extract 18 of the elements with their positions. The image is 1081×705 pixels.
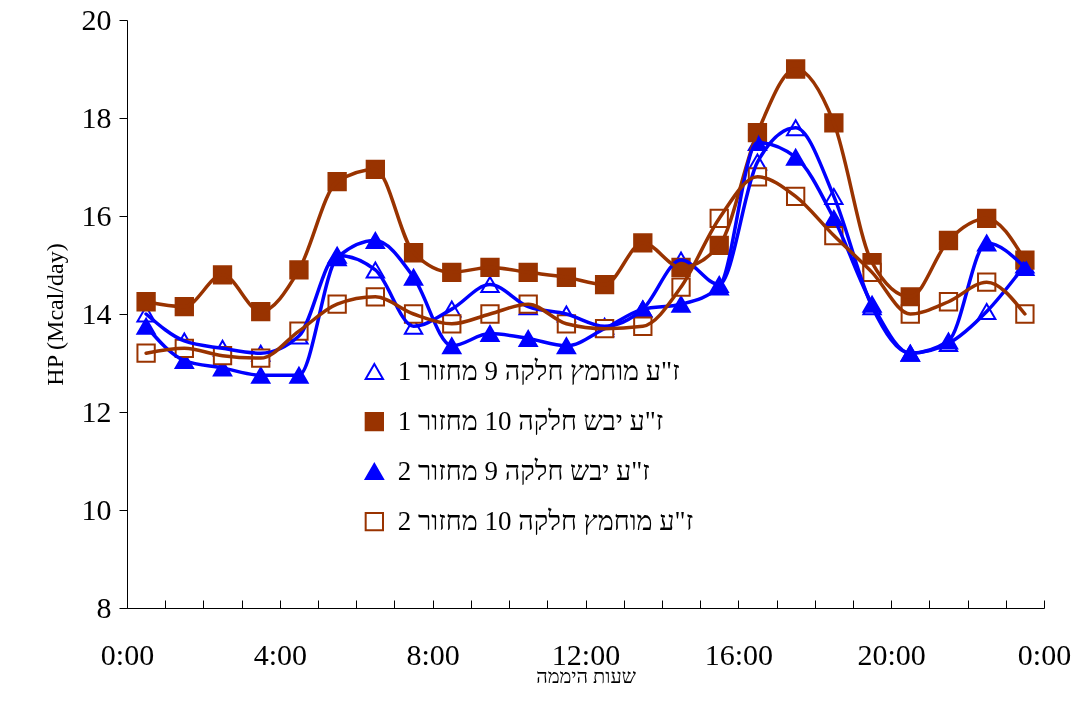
x-tick-label: 16:00 bbox=[704, 637, 774, 671]
legend-label: ז"ע יבש חלקה 9 מחזור 2 bbox=[397, 455, 650, 486]
y-tick-label: 8 bbox=[96, 590, 112, 624]
x-tick-label: 0:00 bbox=[100, 637, 155, 671]
x-tick-label: 8:00 bbox=[406, 637, 460, 671]
y-tick-label: 20 bbox=[81, 2, 112, 36]
legend-label: ז"ע יבש חלקה 10 מחזור 1 bbox=[397, 405, 664, 436]
y-tick-label: 16 bbox=[81, 198, 112, 232]
legend-label: ז"ע מוחמץ חלקה 9 מחזור 1 bbox=[397, 355, 680, 386]
x-tick-label: 0:00 bbox=[1017, 637, 1072, 671]
y-tick-label: 10 bbox=[81, 492, 112, 526]
y-tick-label: 14 bbox=[81, 296, 112, 330]
legend-label: ז"ע מוחמץ חלקה 10 מחזור 2 bbox=[397, 505, 694, 536]
x-tick-label: 4:00 bbox=[253, 637, 308, 671]
y-tick-label: 12 bbox=[81, 394, 112, 428]
y-tick-label: 18 bbox=[81, 100, 112, 134]
x-tick-label: 20:00 bbox=[857, 637, 926, 671]
y-axis-title: HP (Mcal/day) bbox=[41, 243, 68, 386]
